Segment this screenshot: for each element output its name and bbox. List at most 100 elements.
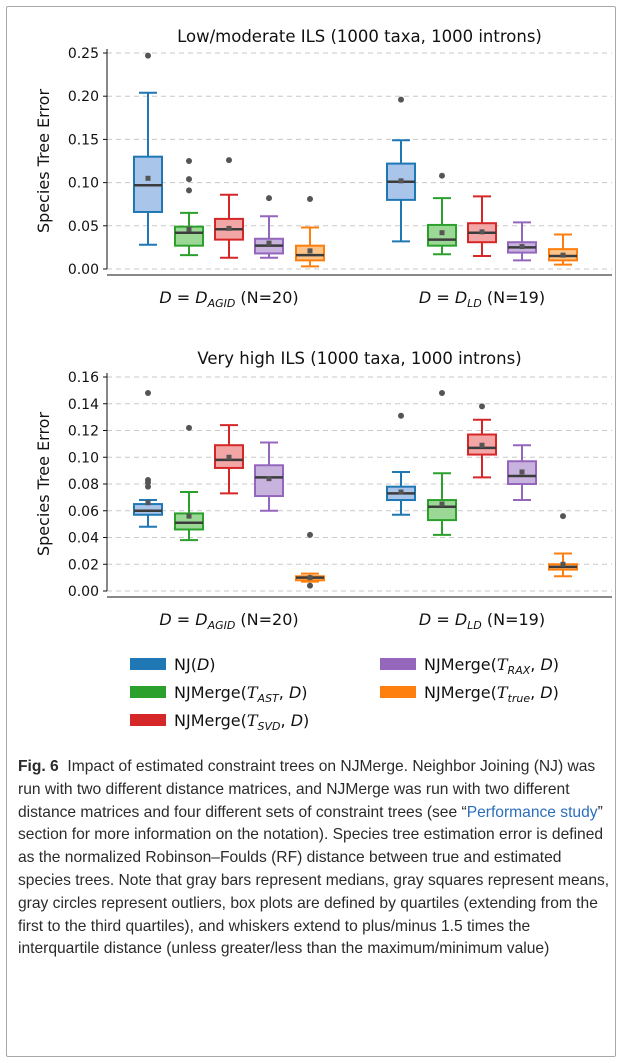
y-tick-label: 0.20 — [68, 89, 99, 105]
outlier-point — [560, 513, 566, 520]
box-plot-group2-series2 — [427, 390, 457, 536]
y-tick-label: 0.02 — [68, 557, 99, 573]
mean-square — [307, 248, 313, 254]
outlier-point — [145, 476, 151, 483]
mean-square — [186, 226, 192, 232]
performance-study-link[interactable]: Performance study — [466, 803, 598, 821]
mean-square — [307, 575, 313, 581]
caption-text-end: ” section for more information on the no… — [18, 803, 610, 958]
mean-square — [439, 230, 445, 236]
mean-square — [266, 240, 272, 246]
box-plot-group2-series1 — [386, 96, 416, 243]
legend-swatch-4 — [380, 658, 416, 670]
mean-square — [560, 561, 566, 567]
y-axis-label-1: Species Tree Error — [34, 89, 53, 234]
y-tick-label: 0.10 — [68, 450, 99, 466]
figure-caption: Fig. 6 Impact of estimated constraint tr… — [18, 756, 610, 961]
outlier-point — [145, 390, 151, 397]
mean-square — [226, 454, 232, 460]
box-plot-group2-series3 — [467, 403, 497, 479]
box-plot-group1-series3 — [214, 157, 244, 259]
legend-label-4: NJMerge(TRAX, D) — [424, 655, 559, 677]
box-plot-group1-series1 — [133, 52, 163, 246]
outlier-point — [307, 531, 313, 538]
legend-swatch-1 — [130, 658, 166, 670]
iqr-box — [427, 499, 457, 522]
mean-square — [226, 225, 232, 231]
box-plot-figure: Low/moderate ILS (1000 taxa, 1000 intron… — [34, 27, 612, 733]
y-tick-label: 0.10 — [68, 176, 99, 192]
outlier-point — [266, 195, 272, 202]
legend-label-5: NJMerge(Ttrue, D) — [424, 683, 559, 705]
mean-square — [398, 489, 404, 495]
group-label-2: D = DLD (N=19) — [419, 288, 545, 310]
box-plot-group2-series2 — [427, 172, 457, 256]
legend-label-3: NJMerge(TSVD, D) — [174, 711, 309, 733]
y-tick-label: 0.12 — [68, 424, 99, 440]
outlier-point — [307, 582, 313, 589]
box-plot-group1-series1 — [133, 390, 163, 528]
group-label-1: D = DAGID (N=20) — [159, 288, 298, 310]
outlier-point — [307, 196, 313, 203]
outlier-point — [479, 403, 485, 410]
y-tick-label: 0.15 — [68, 132, 99, 148]
legend-label-1: NJ(D) — [174, 655, 216, 674]
legend-label-2: NJMerge(TAST, D) — [174, 683, 308, 705]
box-plot-group1-series4 — [254, 195, 284, 259]
y-tick-label: 0.04 — [68, 531, 99, 547]
legend-swatch-2 — [130, 686, 166, 698]
y-tick-label: 0.16 — [68, 370, 99, 386]
legend-swatch-3 — [130, 714, 166, 726]
mean-square — [266, 476, 272, 482]
chart-title-2: Very high ILS (1000 taxa, 1000 introns) — [197, 349, 521, 368]
mean-square — [186, 513, 192, 519]
y-tick-label: 0.25 — [68, 46, 99, 62]
outlier-point — [186, 187, 192, 194]
outlier-point — [398, 412, 404, 419]
iqr-box — [427, 223, 457, 247]
box-plot-group1-series2 — [174, 158, 204, 257]
outlier-point — [186, 176, 192, 183]
iqr-box — [174, 512, 204, 531]
box-plot-group1-series5 — [295, 531, 325, 589]
box-plot-group2-series1 — [386, 412, 416, 516]
mean-square — [439, 501, 445, 507]
figure-label: Fig. 6 — [18, 758, 59, 775]
mean-square — [519, 244, 525, 250]
legend-swatch-5 — [380, 686, 416, 698]
y-tick-label: 0.08 — [68, 477, 99, 493]
mean-square — [479, 442, 485, 448]
group-label-1: D = DAGID (N=20) — [159, 610, 298, 632]
group-label-2: D = DLD (N=19) — [419, 610, 545, 632]
chart-title-1: Low/moderate ILS (1000 taxa, 1000 intron… — [177, 27, 542, 46]
outlier-point — [186, 158, 192, 164]
box-plot-group1-series3 — [214, 424, 244, 495]
outlier-point — [439, 172, 445, 179]
y-tick-label: 0.00 — [68, 584, 99, 600]
mean-square — [145, 175, 151, 181]
mean-square — [519, 469, 525, 475]
iqr-box — [133, 503, 163, 516]
y-tick-label: 0.14 — [68, 397, 99, 413]
box-plot-group1-series2 — [174, 424, 204, 542]
figure-border — [6, 6, 616, 1057]
box-plot-group2-series5 — [548, 233, 578, 266]
outlier-point — [145, 52, 151, 59]
mean-square — [560, 252, 566, 258]
outlier-point — [226, 157, 232, 164]
caption-text-start: Impact of estimated constraint trees on … — [18, 758, 596, 821]
box-plot-group2-series3 — [467, 195, 497, 258]
outlier-point — [186, 424, 192, 431]
box-plot-group2-series4 — [507, 444, 537, 502]
box-plot-group2-series5 — [548, 513, 578, 578]
iqr-box — [174, 225, 204, 247]
box-plot-group1-series5 — [295, 196, 325, 268]
y-tick-label: 0.00 — [68, 262, 99, 278]
y-tick-label: 0.05 — [68, 219, 99, 235]
box-plot-group1-series4 — [254, 441, 284, 512]
outlier-point — [398, 96, 404, 103]
mean-square — [398, 178, 404, 184]
mean-square — [145, 500, 151, 506]
box-plot-group2-series4 — [507, 221, 537, 262]
